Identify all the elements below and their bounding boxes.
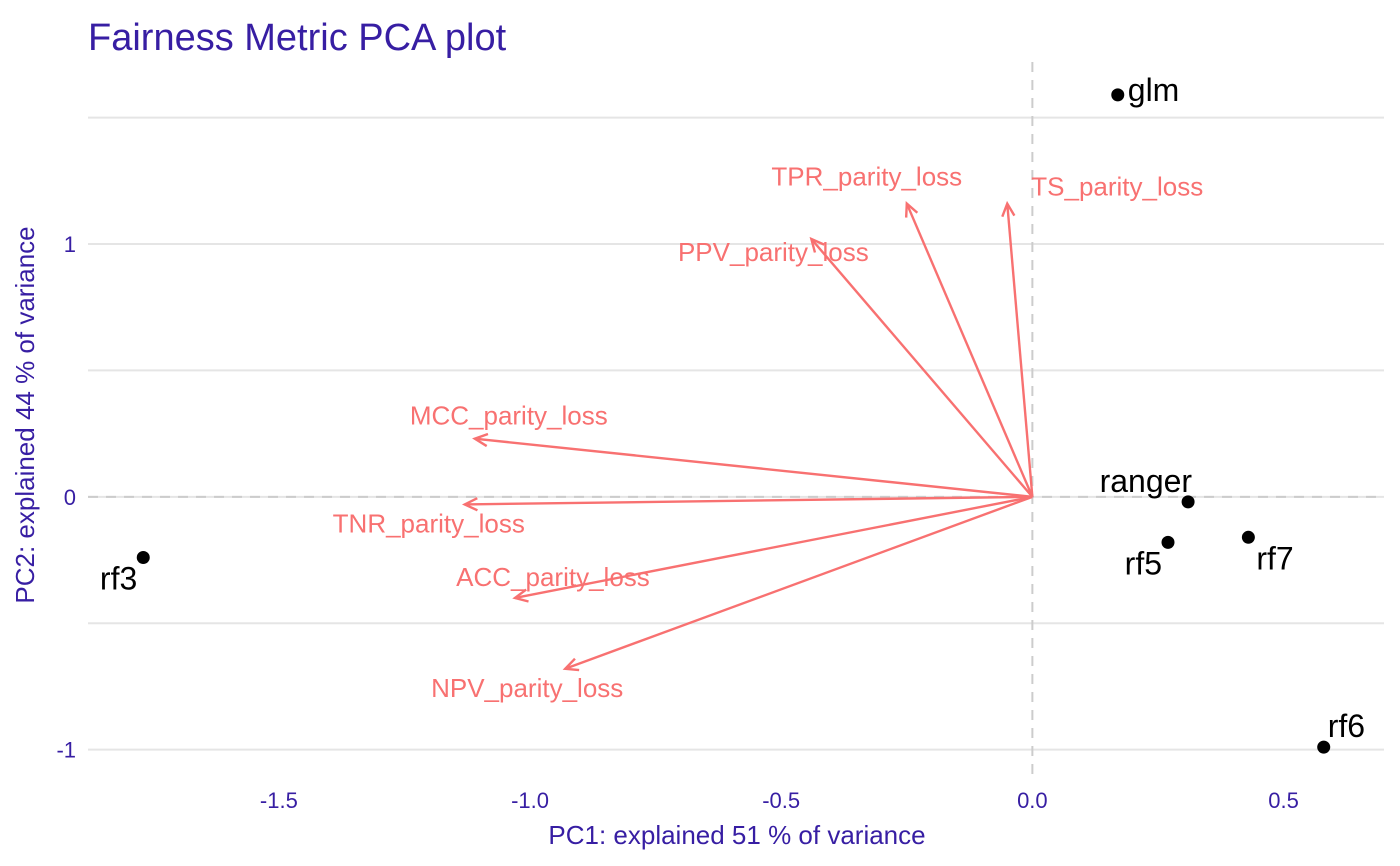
- x-axis-title: PC1: explained 51 % of variance: [548, 820, 925, 850]
- x-tick-label: 0.5: [1268, 788, 1299, 813]
- loading-label: TPR_parity_loss: [771, 162, 962, 192]
- loading-arrow: [904, 201, 1034, 498]
- loading-label: PPV_parity_loss: [678, 237, 869, 267]
- loading-label: NPV_parity_loss: [431, 673, 623, 703]
- loading-label: ACC_parity_loss: [456, 562, 650, 592]
- loading-arrow: [562, 495, 1033, 672]
- reference-lines: [88, 62, 1384, 780]
- model-point: [136, 551, 150, 565]
- loading-arrow: [809, 236, 1034, 498]
- loading-arrow: [1001, 200, 1034, 497]
- model-point: [1241, 530, 1255, 544]
- loading-label: TNR_parity_loss: [333, 508, 525, 538]
- model-point-label: ranger: [1100, 463, 1193, 499]
- model-point-label: rf6: [1328, 708, 1365, 744]
- y-tick-label: 0: [64, 485, 76, 510]
- loading-arrow: [472, 432, 1033, 499]
- gridlines: [88, 116, 1384, 751]
- x-tick-label: -1.5: [260, 788, 298, 813]
- y-axis-title: PC2: explained 44 % of variance: [10, 226, 40, 603]
- chart-title: Fairness Metric PCA plot: [88, 17, 507, 59]
- model-point-label: rf3: [100, 561, 137, 597]
- model-points: glm ranger rf5 rf7 rf6 rf3: [100, 72, 1365, 754]
- y-tick-label: 1: [64, 232, 76, 257]
- loading-arrow: [512, 495, 1033, 603]
- y-tick-label: -1: [56, 738, 76, 763]
- x-tick-label: -1.0: [511, 788, 549, 813]
- loading-label: TS_parity_loss: [1031, 172, 1203, 202]
- model-point-label: rf5: [1125, 545, 1162, 581]
- model-point: [1161, 535, 1175, 549]
- x-axis-ticks: -1.5 -1.0 -0.5 0.0 0.5: [260, 788, 1299, 813]
- loading-arrow: [461, 495, 1033, 512]
- loading-label: MCC_parity_loss: [410, 401, 608, 431]
- x-tick-label: -0.5: [762, 788, 800, 813]
- x-tick-label: 0.0: [1017, 788, 1048, 813]
- model-point: [1181, 495, 1195, 509]
- model-point: [1111, 88, 1125, 102]
- model-point-label: rf7: [1256, 540, 1293, 576]
- loading-arrows: TPR_parity_loss TS_parity_loss PPV_parity_…: [333, 162, 1204, 703]
- model-point-label: glm: [1128, 72, 1180, 108]
- model-point: [1317, 740, 1331, 754]
- y-axis-ticks: -1 0 1: [56, 232, 76, 763]
